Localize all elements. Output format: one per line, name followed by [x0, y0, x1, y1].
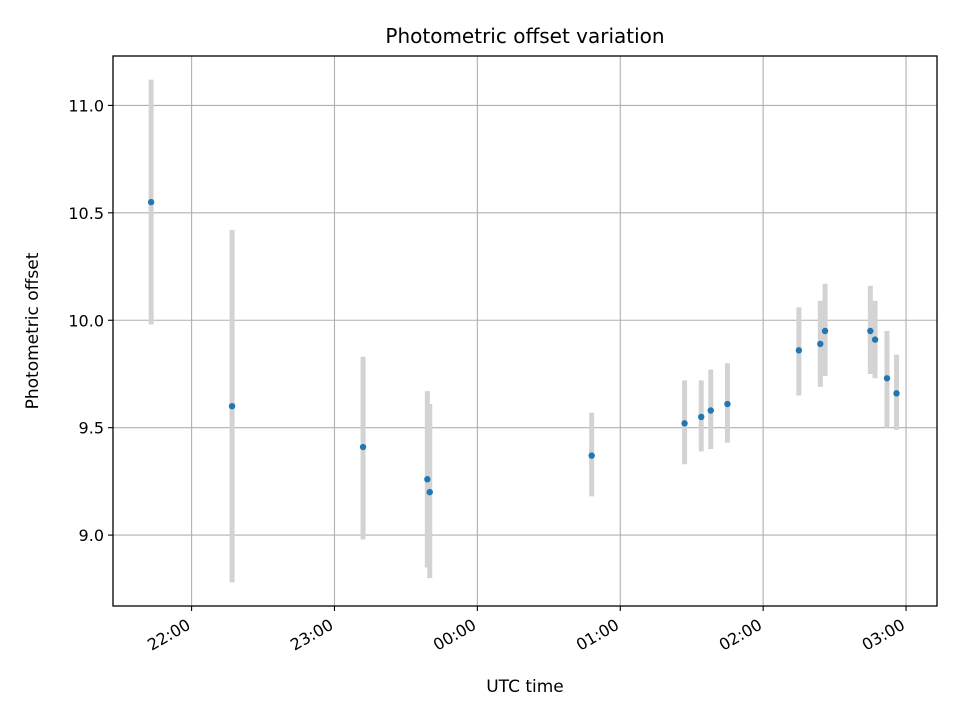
x-axis-title: UTC time [486, 677, 564, 697]
data-point [424, 476, 431, 483]
data-point [426, 488, 433, 496]
data-point [724, 400, 731, 408]
data-point [871, 336, 879, 343]
data-point [795, 347, 803, 354]
y-tick-label: 10.5 [68, 204, 104, 223]
axis-ticks: 22:00 23:00 00:00 01:00 02:00 03:00 9.0 9.5 10.0… [68, 96, 908, 654]
data-point [681, 420, 688, 427]
data-point [883, 375, 891, 382]
x-tick-label: 22:00 [144, 615, 193, 655]
data-point [817, 340, 824, 348]
data-point [147, 198, 155, 206]
plot-frame [112, 55, 938, 607]
y-tick-label: 10.0 [68, 311, 104, 330]
data-point [359, 443, 367, 451]
x-tick-label: 23:00 [287, 615, 336, 655]
x-tick-label: 03:00 [859, 615, 908, 655]
data-point [698, 413, 705, 421]
chart-title: Photometric offset variation [385, 24, 664, 48]
data-point [821, 327, 829, 335]
data-point [707, 407, 714, 414]
data-points [147, 198, 900, 496]
y-tick-label: 11.0 [68, 96, 104, 115]
y-tick-label: 9.5 [79, 419, 104, 438]
x-tick-label: 02:00 [716, 615, 765, 655]
data-point [588, 452, 595, 459]
grid-lines [113, 56, 937, 606]
data-point [228, 402, 236, 410]
error-bars [148, 79, 900, 583]
data-point [893, 390, 900, 397]
x-tick-label: 01:00 [573, 615, 622, 655]
y-tick-label: 9.0 [79, 526, 104, 545]
x-tick-label: 00:00 [430, 615, 479, 655]
data-point [867, 327, 874, 335]
y-axis-title: Photometric offset [23, 252, 43, 409]
